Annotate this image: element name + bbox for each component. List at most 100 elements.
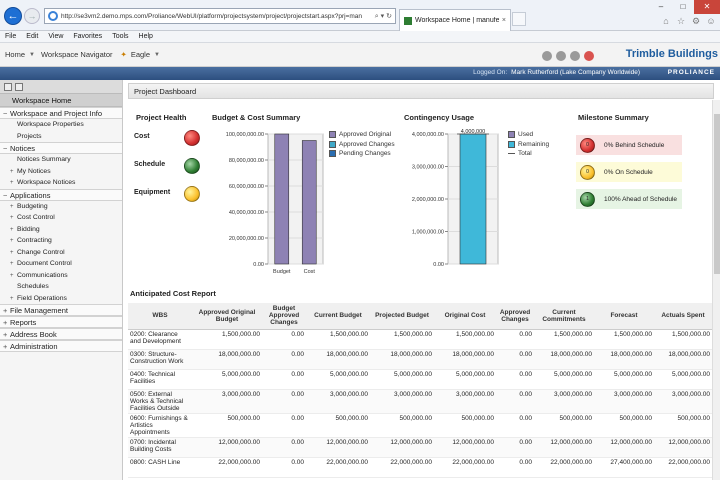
sidebar-item-budgeting[interactable]: + Budgeting <box>0 201 122 213</box>
collapse-icon[interactable]: − <box>3 109 8 118</box>
expand-icon[interactable]: + <box>10 203 14 210</box>
menu-item-view[interactable]: View <box>48 33 64 40</box>
gear-icon[interactable]: ⚙ <box>691 16 701 26</box>
address-tools-icon[interactable]: ⌕ ▾ ↻ <box>374 12 392 20</box>
column-header[interactable]: Projected Budget <box>370 303 434 330</box>
sidebar-item-workspace-notices[interactable]: + Workspace Notices <box>0 177 122 189</box>
scrollbar-thumb[interactable] <box>714 114 720 274</box>
expand-icon[interactable]: + <box>10 215 14 221</box>
home-link[interactable]: Home <box>5 50 26 59</box>
window-close-icon[interactable]: ✕ <box>694 0 720 14</box>
expand-icon[interactable]: + <box>10 180 14 186</box>
sidebar-item-field-operations[interactable]: + Field Operations <box>0 293 122 305</box>
legend-entry[interactable]: Remaining <box>508 140 549 150</box>
sidebar-section-applications[interactable]: − Applications <box>0 188 122 201</box>
collapse-all-icon[interactable] <box>4 82 12 91</box>
expand-icon[interactable]: + <box>3 306 8 315</box>
legend-entry[interactable]: Approved Original <box>329 130 395 140</box>
sidebar-section-address-book[interactable]: + Address Book <box>0 328 122 340</box>
legend-entry[interactable]: Approved Changes <box>329 140 395 150</box>
column-header[interactable]: Approved Original Budget <box>192 303 262 330</box>
menu-item-favorites[interactable]: Favorites <box>73 33 103 40</box>
column-header[interactable]: Current Commitments <box>534 303 594 330</box>
vertical-scrollbar[interactable] <box>712 100 720 480</box>
expand-icon[interactable]: + <box>3 342 8 351</box>
column-header[interactable]: WBS <box>128 303 192 330</box>
address-url[interactable]: http://se3vm2.demo.mps.com/Proliance/Web… <box>61 12 362 20</box>
browser-tab[interactable]: Workspace Home | manufe... × <box>399 9 511 31</box>
table-row[interactable]: 0600: Furnishings & Artistics Appointmen… <box>128 413 712 438</box>
menu-item-tools[interactable]: Tools <box>112 33 129 40</box>
expand-icon[interactable]: + <box>3 330 8 339</box>
sidebar-section-file-management[interactable]: + File Management <box>0 304 122 316</box>
address-bar[interactable]: http://se3vm2.demo.mps.com/Proliance/Web… <box>44 8 396 24</box>
bar-approved-original[interactable] <box>301 140 317 265</box>
expand-icon[interactable]: + <box>3 318 8 327</box>
legend-entry[interactable]: Total <box>508 149 549 159</box>
table-row[interactable]: 0500: External Works & Technical Facilit… <box>128 389 712 414</box>
sidebar-item-my-notices[interactable]: + My Notices <box>0 166 122 178</box>
legend-entry[interactable]: Used <box>508 130 549 140</box>
minimize-icon[interactable]: – <box>658 2 664 11</box>
column-header[interactable]: Current Budget <box>306 303 370 330</box>
back-button[interactable]: ← <box>4 7 22 25</box>
tab-close-icon[interactable]: × <box>501 17 506 24</box>
help-icon[interactable] <box>570 51 580 61</box>
column-header[interactable]: Approved Changes <box>496 303 534 330</box>
column-header[interactable]: Forecast <box>594 303 654 330</box>
forward-button[interactable]: → <box>24 8 40 24</box>
sidebar-item-communications[interactable]: + Communications <box>0 270 122 282</box>
expand-icon[interactable]: + <box>10 261 14 267</box>
sidebar-item-schedules[interactable]: Schedules <box>0 281 122 293</box>
smiley-icon[interactable]: ☺ <box>706 16 716 26</box>
collapse-icon[interactable]: − <box>3 144 8 153</box>
expand-icon[interactable]: + <box>10 226 14 233</box>
bar-remaining[interactable] <box>459 133 487 265</box>
power-icon[interactable] <box>584 51 594 61</box>
sidebar-item-contracting[interactable]: + Contracting <box>0 235 122 247</box>
expand-icon[interactable]: + <box>10 295 14 302</box>
column-header[interactable]: Actuals Spent <box>654 303 712 330</box>
bar-approved-original[interactable] <box>274 133 290 265</box>
column-header[interactable]: Original Cost <box>434 303 496 330</box>
table-row[interactable]: 0800: CASH Line 22,000,000.00 0.00 22,000,0… <box>128 457 712 478</box>
expand-icon[interactable]: + <box>10 238 14 244</box>
expand-icon[interactable]: + <box>10 249 14 256</box>
sidebar-item-notices-summary[interactable]: Notices Summary <box>0 154 122 166</box>
home-icon[interactable]: ⌂ <box>663 16 669 26</box>
sidebar-item-cost-control[interactable]: + Cost Control <box>0 212 122 224</box>
sidebar-item-bidding[interactable]: + Bidding <box>0 224 122 236</box>
collapse-icon[interactable]: − <box>3 190 8 200</box>
legend-entry[interactable]: Pending Changes <box>329 149 395 159</box>
star-icon[interactable]: ☆ <box>676 16 686 26</box>
sidebar-item-workspace-properties[interactable]: Workspace Properties <box>0 119 122 131</box>
maximize-icon[interactable]: □ <box>680 2 686 11</box>
sidebar-section-workspace-and-project-info[interactable]: − Workspace and Project Info <box>0 107 122 119</box>
expand-icon[interactable]: + <box>10 272 14 279</box>
expand-all-icon[interactable] <box>15 82 23 91</box>
sidebar-item-workspace-home[interactable]: Workspace Home <box>0 94 122 107</box>
sidebar-item-change-control[interactable]: + Change Control <box>0 247 122 259</box>
sidebar-section-administration[interactable]: + Administration <box>0 340 122 352</box>
milestone-item[interactable]: 1 100% Ahead of Schedule <box>576 189 682 209</box>
table-row[interactable]: 0300: Structure-Construction Work 18,000,… <box>128 349 712 370</box>
sidebar-item-document-control[interactable]: + Document Control <box>0 258 122 270</box>
table-row[interactable]: 0700: Incidental Building Costs 12,000,00… <box>128 437 712 458</box>
menu-item-file[interactable]: File <box>5 33 17 40</box>
expand-icon[interactable]: + <box>10 168 14 175</box>
settings-icon[interactable] <box>556 51 566 61</box>
chevron-down-icon[interactable]: ▼ <box>29 51 35 58</box>
new-tab-button[interactable] <box>512 12 526 26</box>
people-icon[interactable] <box>542 51 552 61</box>
column-header[interactable]: Budget Approved Changes <box>262 303 306 330</box>
menu-item-help[interactable]: Help <box>138 33 153 40</box>
milestone-item[interactable]: 0 0% On Schedule <box>576 162 682 182</box>
sidebar-section-notices[interactable]: − Notices <box>0 142 122 154</box>
workspace-navigator-link[interactable]: Workspace Navigator <box>40 50 113 59</box>
menu-item-edit[interactable]: Edit <box>26 33 39 40</box>
project-selector[interactable]: Eagle <box>130 50 151 59</box>
navigator-arrows-icon[interactable]: ✦ <box>120 50 127 59</box>
table-row[interactable]: 0400: Technical Facilities 5,000,000.00 0.… <box>128 369 712 390</box>
project-dropdown-icon[interactable]: ▼ <box>154 51 160 58</box>
sidebar-item-projects[interactable]: Projects <box>0 131 122 143</box>
